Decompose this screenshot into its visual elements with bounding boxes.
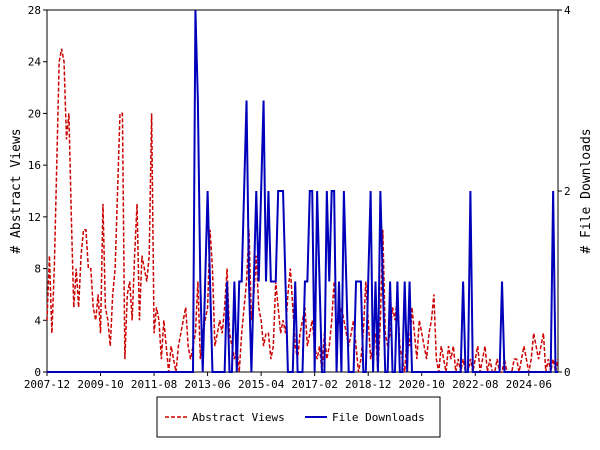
x-tick-label: 2013-06 <box>184 378 230 391</box>
x-tick-label: 2022-08 <box>452 378 498 391</box>
y-axis-title: # Abstract Views <box>9 128 24 253</box>
x-tick-label: 2017-02 <box>291 378 337 391</box>
series-line <box>46 48 559 373</box>
series-line <box>47 9 558 373</box>
y-tick-label: 20 <box>28 107 41 120</box>
x-tick-label: 2024-06 <box>506 378 552 391</box>
y-tick-label: 28 <box>28 4 41 17</box>
x-tick-label: 2018-12 <box>345 378 391 391</box>
y-tick-label: 24 <box>28 56 42 69</box>
y-tick-label: 4 <box>34 314 41 327</box>
y-tick-label: 0 <box>34 366 41 379</box>
legend-box <box>156 396 441 438</box>
y2-tick-label: 2 <box>564 185 571 198</box>
y2-tick-label: 4 <box>564 4 571 17</box>
x-tick-label: 2007-12 <box>24 378 70 391</box>
y2-axis-title: # File Downloads <box>579 128 594 253</box>
y-tick-label: 8 <box>34 263 41 276</box>
legend-label: Abstract Views <box>192 411 285 424</box>
y-tick-label: 16 <box>28 159 41 172</box>
y-tick-label: 12 <box>28 211 41 224</box>
legend-label: File Downloads <box>332 411 425 424</box>
x-tick-label: 2015-04 <box>238 378 285 391</box>
x-tick-label: 2009-10 <box>77 378 123 391</box>
y2-tick-label: 0 <box>564 366 571 379</box>
x-tick-label: 2020-10 <box>399 378 445 391</box>
x-tick-label: 2011-08 <box>131 378 177 391</box>
